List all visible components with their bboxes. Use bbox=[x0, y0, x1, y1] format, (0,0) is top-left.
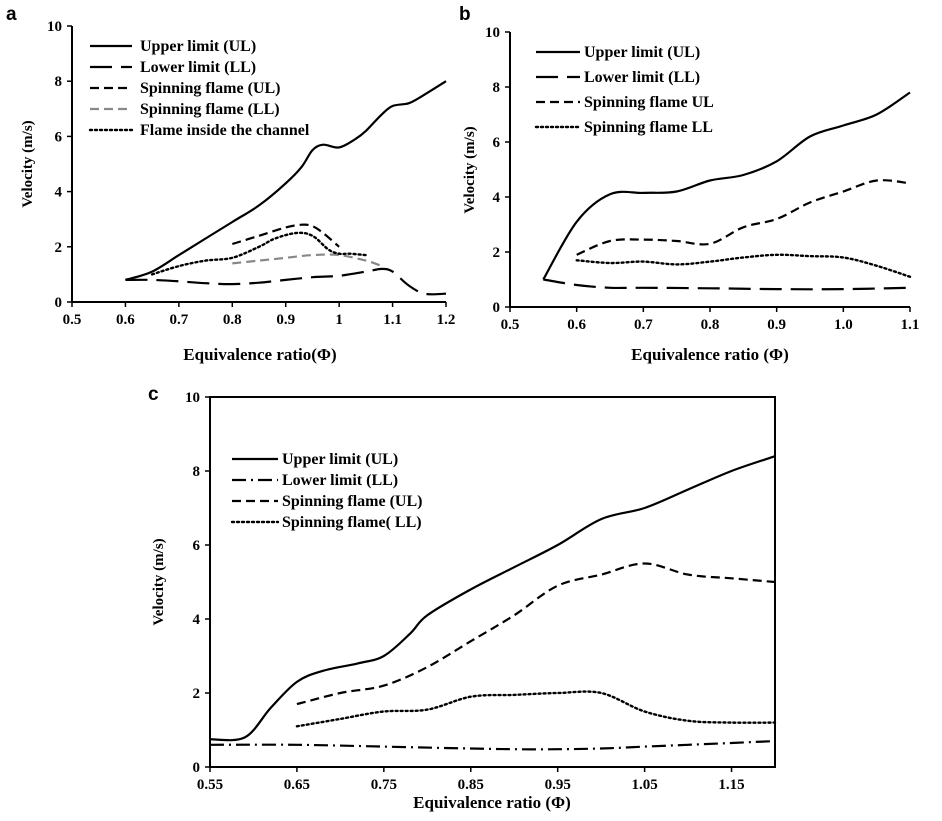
y-tick-label: 2 bbox=[55, 240, 63, 256]
y-tick-label: 10 bbox=[485, 25, 500, 41]
x-tick-label: 1.0 bbox=[834, 317, 853, 333]
x-tick-label: 0.55 bbox=[197, 777, 223, 793]
y-tick-label: 6 bbox=[193, 538, 201, 554]
y-tick-label: 8 bbox=[493, 80, 501, 96]
series-line-3 bbox=[296, 562, 776, 706]
series-line-5 bbox=[150, 231, 368, 276]
series-line-2 bbox=[125, 267, 447, 296]
y-tick-label: 4 bbox=[55, 185, 63, 201]
panel-b-letter: b bbox=[459, 4, 471, 25]
legend-label: Spinning flame UL bbox=[584, 94, 714, 111]
series-line-4 bbox=[232, 253, 383, 268]
legend-label: Lower limit (LL) bbox=[282, 472, 398, 489]
x-axis-label: Equivalence ratio (Φ) bbox=[631, 345, 789, 364]
y-tick-label: 6 bbox=[55, 129, 63, 145]
x-tick-label: 1.05 bbox=[631, 777, 657, 793]
y-tick-label: 8 bbox=[193, 464, 201, 480]
y-tick-label: 10 bbox=[185, 390, 200, 406]
legend-label: Spinning flame (UL) bbox=[140, 80, 280, 97]
x-tick-label: 0.9 bbox=[767, 317, 786, 333]
x-tick-label: 0.8 bbox=[223, 312, 242, 328]
panel-a-letter: a bbox=[6, 4, 17, 25]
panel-c-letter: c bbox=[148, 384, 159, 405]
x-tick-label: 0.6 bbox=[116, 312, 135, 328]
legend-label: Upper limit (UL) bbox=[282, 451, 398, 468]
panel-c-chart: 0 2 4 6 8 10 0.55 0.65 0.75 0.85 0.95 1.05 1.15 Veloc… bbox=[151, 390, 777, 812]
x-axis-label: Equivalence ratio (Φ) bbox=[413, 793, 571, 812]
x-tick-label: 0.75 bbox=[371, 777, 397, 793]
series-line-3 bbox=[231, 223, 340, 248]
series-line-2 bbox=[543, 278, 911, 291]
x-tick-label: 0.7 bbox=[634, 317, 653, 333]
y-axis-label: Velocity (m/s) bbox=[20, 120, 36, 207]
y-axis-label: Velocity (m/s) bbox=[462, 126, 478, 213]
x-tick-label: 0.5 bbox=[63, 312, 82, 328]
x-tick-label: 1.15 bbox=[718, 777, 744, 793]
legend-label: Spinning flame (LL) bbox=[140, 101, 280, 118]
x-tick-label: 0.65 bbox=[284, 777, 310, 793]
x-tick-label: 0.5 bbox=[501, 317, 520, 333]
x-tick-label: 0.95 bbox=[545, 777, 571, 793]
y-tick-label: 8 bbox=[55, 74, 63, 90]
series-line-3 bbox=[576, 179, 911, 256]
series-line-2 bbox=[209, 740, 776, 751]
x-tick-label: 0.8 bbox=[701, 317, 720, 333]
legend-label: Lower limit (LL) bbox=[140, 59, 256, 76]
legend-label: Upper limit (UL) bbox=[584, 44, 700, 61]
series-line-4 bbox=[295, 690, 777, 728]
x-axis-label: Equivalence ratio(Φ) bbox=[183, 345, 336, 364]
y-axis-label: Velocity (m/s) bbox=[151, 538, 167, 625]
y-tick-label: 10 bbox=[47, 19, 62, 35]
legend-label: Flame inside the channel bbox=[140, 122, 310, 139]
y-tick-label: 0 bbox=[193, 760, 201, 776]
x-tick-label: 1.1 bbox=[901, 317, 920, 333]
legend-label: Spinning flame LL bbox=[584, 119, 713, 136]
y-tick-label: 6 bbox=[493, 135, 501, 151]
x-tick-label: 1.1 bbox=[383, 312, 402, 328]
y-tick-label: 4 bbox=[493, 190, 501, 206]
panel-b-chart: 0 2 4 6 8 10 0.5 0.6 0.7 0.8 0.9 1.0 1.1 Velocity (m/… bbox=[462, 25, 919, 364]
series-line-1 bbox=[125, 80, 447, 281]
legend-label: Lower limit (LL) bbox=[584, 69, 700, 86]
series-line-1 bbox=[209, 455, 776, 742]
x-tick-label: 1.2 bbox=[437, 312, 456, 328]
y-tick-label: 0 bbox=[493, 300, 501, 316]
y-tick-label: 2 bbox=[193, 686, 201, 702]
x-tick-label: 0.6 bbox=[567, 317, 586, 333]
x-tick-label: 1 bbox=[335, 312, 343, 328]
legend-label: Spinning flame( LL) bbox=[282, 514, 422, 531]
y-tick-label: 2 bbox=[493, 245, 501, 261]
series-line-4 bbox=[575, 253, 912, 278]
x-tick-label: 0.7 bbox=[169, 312, 188, 328]
legend-label: Upper limit (UL) bbox=[140, 38, 256, 55]
x-tick-label: 0.9 bbox=[276, 312, 295, 328]
y-tick-label: 4 bbox=[193, 612, 201, 628]
legend-label: Spinning flame (UL) bbox=[282, 493, 422, 510]
x-tick-label: 0.85 bbox=[458, 777, 484, 793]
series-line-1 bbox=[542, 91, 911, 281]
y-tick-label: 0 bbox=[55, 295, 63, 311]
panel-a-chart: 0 2 4 6 8 10 0.5 0.6 0.7 0.8 0.9 1 1.1 1.2 Velocity (m… bbox=[20, 19, 455, 364]
